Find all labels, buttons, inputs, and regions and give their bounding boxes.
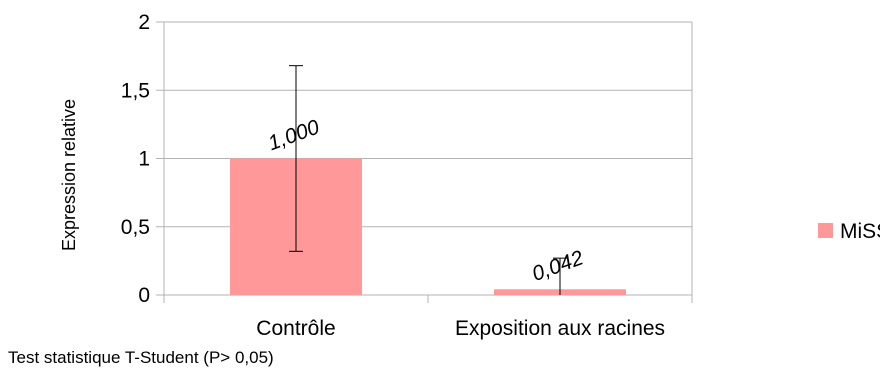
- tick-labels: 0 0,5 1 1,5 2 Contrôle Exposition aux racines: [121, 11, 665, 340]
- legend: MiSSP17: [818, 220, 880, 243]
- data-label: 1,000: [265, 115, 323, 155]
- data-label: 0,042: [529, 246, 587, 286]
- footnote: Test statistique T-Student (P> 0,05): [8, 348, 274, 367]
- y-tick-label: 2: [138, 11, 150, 34]
- legend-label: MiSSP17: [840, 220, 880, 243]
- x-tick-label: Contrôle: [256, 317, 335, 340]
- y-tick-label: 0,5: [121, 216, 150, 239]
- error-bars: [289, 65, 567, 295]
- x-tick-label: Exposition aux racines: [455, 317, 665, 340]
- y-axis-label: Expression relative: [59, 99, 79, 251]
- legend-swatch: [818, 223, 833, 238]
- y-tick-label: 0: [138, 284, 150, 307]
- y-tick-label: 1,5: [121, 79, 150, 102]
- bar-chart: 1,000 0,042 0 0,5 1 1,5 2 Contrôle Exposition a…: [59, 11, 880, 340]
- y-tick-label: 1: [138, 148, 150, 171]
